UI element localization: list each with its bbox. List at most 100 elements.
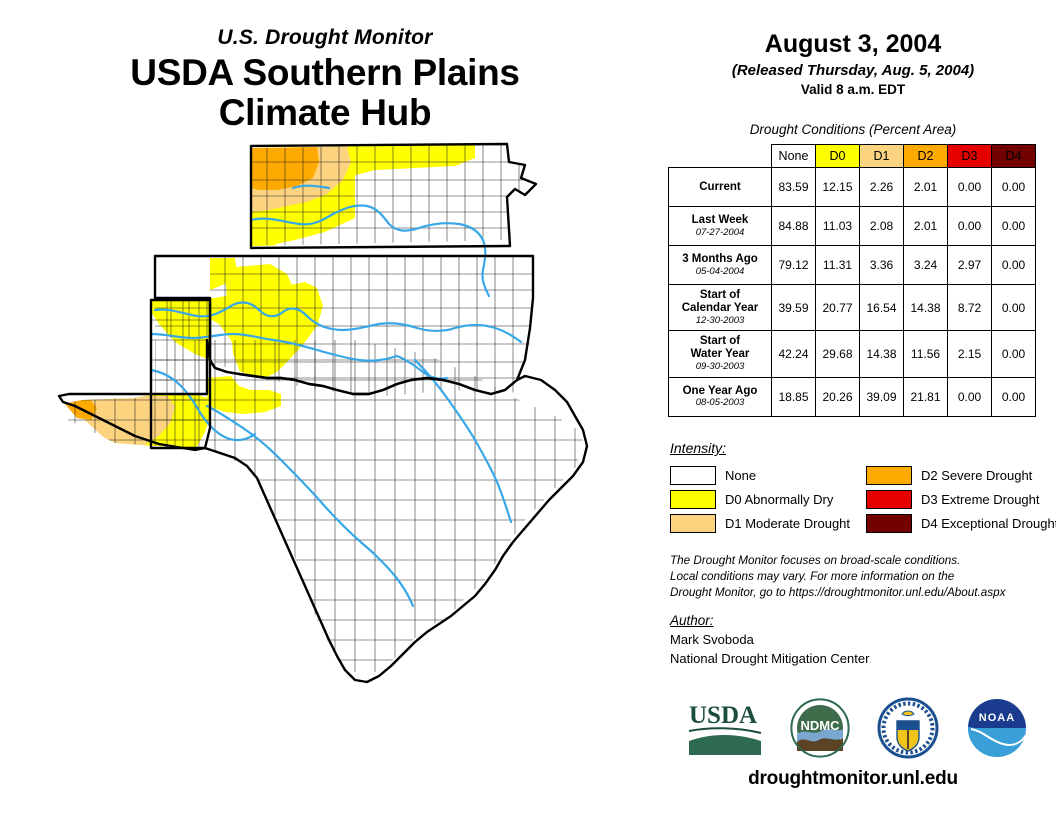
row-label-date: 08-05-2003 — [695, 397, 745, 409]
cell-d3: 2.97 — [947, 245, 992, 285]
table-row: One Year Ago 08-05-2003 18.85 20.26 39.09 21.… — [668, 376, 1036, 417]
cell-d4: 0.00 — [991, 245, 1036, 285]
row-label-date: 12-30-2003 — [695, 314, 745, 326]
legend-swatch-d4 — [866, 513, 912, 533]
cell-d4: 0.00 — [991, 283, 1036, 332]
cell-d1: 2.26 — [859, 167, 904, 207]
column-header-d1: D1 — [859, 144, 904, 168]
row-label: Last Week 07-27-2004 — [668, 206, 772, 246]
ndmc-logo: NDMC — [790, 698, 850, 758]
legend-item-d1: D1 Moderate Drought — [670, 513, 866, 533]
row-label-line: Last Week — [691, 213, 749, 226]
disclaimer-line-1: The Drought Monitor focuses on broad-sca… — [670, 554, 961, 567]
table-caption: Drought Conditions (Percent Area) — [749, 122, 957, 137]
row-label-date: 05-04-2004 — [695, 265, 745, 277]
author-block: Author: Mark Svoboda National Drought Mi… — [670, 613, 1050, 669]
column-header-d3: D3 — [947, 144, 992, 168]
row-label-date: 07-27-2004 — [695, 226, 745, 238]
table-header: None D0 D1 D2 D3 D4 — [669, 144, 1036, 168]
hub-title-line1: USDA Southern Plains — [130, 52, 520, 94]
row-label: Start of Water Year 09-30-2003 — [668, 330, 772, 378]
legend-label-none: None — [725, 467, 757, 483]
column-header-d0: D0 — [815, 144, 860, 168]
title-block: U.S. Drought Monitor USDA Southern Plain… — [0, 26, 650, 133]
cell-d3: 0.00 — [947, 167, 992, 207]
cell-d2: 2.01 — [903, 206, 948, 246]
drought-map — [55, 128, 635, 798]
kansas-drought-regions — [251, 144, 475, 246]
legend-label-d3: D3 Extreme Drought — [921, 491, 1040, 507]
cell-d0: 29.68 — [815, 330, 860, 378]
row-label-line: Calendar Year — [681, 301, 759, 314]
author-heading: Author: — [670, 613, 714, 628]
table-body: Current 83.59 12.15 2.26 2.01 0.00 0.00 Last We… — [668, 167, 1036, 417]
row-label-date: 09-30-2003 — [695, 361, 745, 373]
cell-d1: 14.38 — [859, 330, 904, 378]
cell-d2: 11.56 — [903, 330, 948, 378]
disclaimer-line-3: Drought Monitor, go to https://droughtmo… — [670, 586, 1006, 600]
report-date: August 3, 2004 — [764, 30, 942, 58]
brazos-river — [413, 358, 513, 524]
texas-drought-regions — [65, 376, 281, 508]
cell-d2: 14.38 — [903, 283, 948, 332]
legend-swatch-d2 — [866, 465, 912, 485]
cell-d0: 11.31 — [815, 245, 860, 285]
legend-item-d3: D3 Extreme Drought — [866, 489, 1056, 509]
column-header-none: None — [771, 144, 816, 168]
site-url: droughtmonitor.unl.edu — [748, 768, 958, 789]
author-organization: National Drought Mitigation Center — [670, 650, 870, 666]
cell-none: 39.59 — [771, 283, 816, 332]
column-header-d4: D4 — [991, 144, 1036, 168]
state-kansas — [249, 142, 538, 250]
cell-d0: 12.15 — [815, 167, 860, 207]
disclaimer-line-2: Local conditions may vary. For more info… — [670, 570, 955, 584]
row-label: 3 Months Ago 05-04-2004 — [668, 245, 772, 285]
cell-d1: 3.36 — [859, 245, 904, 285]
cell-d4: 0.00 — [991, 206, 1036, 246]
legend-swatch-none — [670, 465, 716, 485]
rio-grande — [205, 404, 415, 608]
cell-none: 42.24 — [771, 330, 816, 378]
drought-conditions-table: None D0 D1 D2 D3 D4 Current 83.59 12.15 2.2… — [668, 144, 1036, 417]
cell-none: 18.85 — [771, 376, 816, 417]
cell-d2: 2.01 — [903, 167, 948, 207]
legend-label-d0: D0 Abnormally Dry — [725, 491, 834, 507]
cell-d2: 21.81 — [903, 376, 948, 417]
legend-swatch-d3 — [866, 489, 912, 509]
cell-none: 79.12 — [771, 245, 816, 285]
state-texas — [57, 338, 589, 684]
legend-label-d2: D2 Severe Drought — [921, 467, 1033, 483]
hub-title: USDA Southern Plains Climate Hub — [0, 53, 650, 133]
texas-d0-panhandle-south — [207, 376, 281, 414]
table-row: Start of Calendar Year 12-30-2003 39.59 20.7… — [668, 283, 1036, 332]
legend-label-d4: D4 Exceptional Drought — [921, 515, 1056, 531]
row-label: Current — [668, 167, 772, 207]
cell-d4: 0.00 — [991, 376, 1036, 417]
cell-d1: 2.08 — [859, 206, 904, 246]
cell-d3: 0.00 — [947, 206, 992, 246]
legend-item-d0: D0 Abnormally Dry — [670, 489, 866, 509]
cell-d3: 0.00 — [947, 376, 992, 417]
row-label-line: Current — [699, 180, 741, 193]
logo-row: USDA NDMC NOAA — [660, 688, 1056, 768]
intensity-heading: Intensity: — [670, 440, 727, 456]
cell-d2: 3.24 — [903, 245, 948, 285]
oklahoma-river-south — [149, 332, 399, 362]
kansas-river — [249, 204, 485, 242]
cell-none: 83.59 — [771, 167, 816, 207]
valid-time: Valid 8 a.m. EDT — [800, 81, 906, 97]
oklahoma-river-north — [153, 301, 523, 344]
date-block: August 3, 2004 (Released Thursday, Aug. … — [650, 30, 1056, 97]
cell-d0: 20.26 — [815, 376, 860, 417]
noaa-logo: NOAA — [968, 699, 1027, 757]
cell-d1: 39.09 — [859, 376, 904, 417]
row-label-line: Water Year — [690, 348, 750, 361]
legend-item-d2: D2 Severe Drought — [866, 465, 1056, 485]
table-row: 3 Months Ago 05-04-2004 79.12 11.31 3.36 3.24… — [668, 245, 1036, 285]
info-panel: August 3, 2004 (Released Thursday, Aug. … — [650, 0, 1056, 816]
oklahoma-d0-panhandle — [155, 258, 237, 300]
row-label: One Year Ago 08-05-2003 — [668, 376, 772, 417]
intensity-legend: Intensity: None D2 Severe Drought D0 Abnor… — [670, 440, 1056, 535]
legend-grid: None D2 Severe Drought D0 Abnormally Dry D3… — [670, 463, 1056, 535]
row-label-line: Start of — [699, 289, 741, 301]
